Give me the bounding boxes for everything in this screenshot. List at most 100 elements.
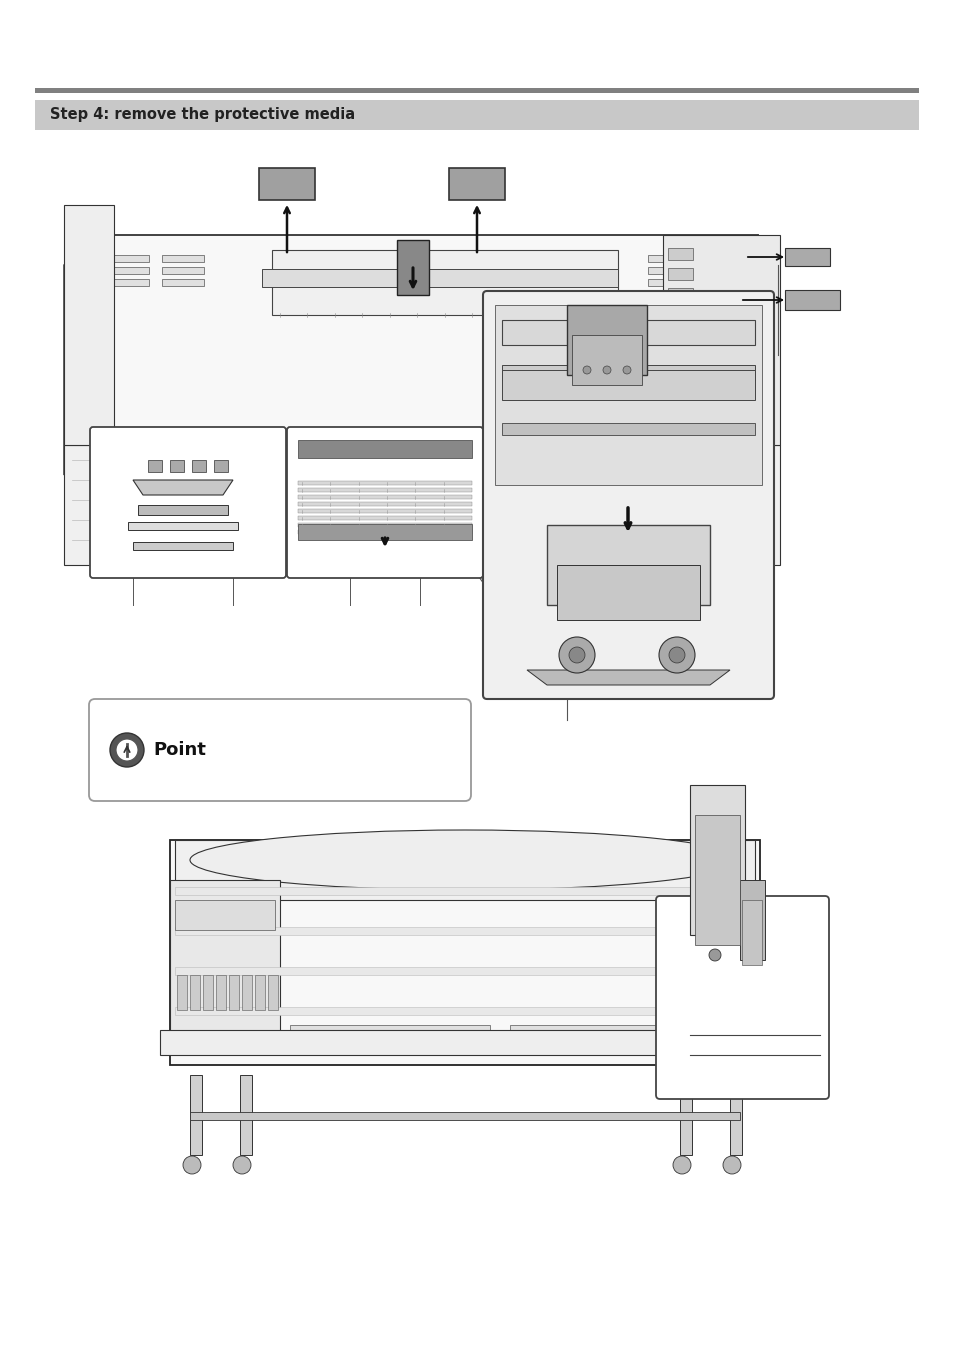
- Bar: [242, 975, 252, 1011]
- Bar: [297, 516, 472, 520]
- Bar: [162, 255, 204, 262]
- Bar: [240, 1075, 252, 1155]
- Bar: [107, 280, 149, 286]
- Bar: [449, 168, 504, 200]
- Bar: [557, 565, 700, 620]
- Bar: [662, 235, 780, 444]
- Circle shape: [672, 1156, 690, 1174]
- Bar: [501, 365, 754, 380]
- Bar: [128, 521, 237, 530]
- Bar: [572, 335, 641, 385]
- Bar: [203, 975, 213, 1011]
- Bar: [190, 975, 200, 1011]
- Bar: [229, 975, 239, 1011]
- Bar: [740, 880, 764, 961]
- Bar: [170, 880, 280, 1050]
- Bar: [174, 900, 274, 929]
- Bar: [192, 459, 206, 471]
- Bar: [510, 1025, 709, 1040]
- Text: Step 4: remove the protective media: Step 4: remove the protective media: [50, 108, 355, 123]
- Bar: [174, 927, 754, 935]
- Bar: [297, 494, 472, 499]
- Bar: [702, 280, 744, 286]
- Bar: [215, 975, 226, 1011]
- Bar: [138, 505, 228, 515]
- Bar: [501, 423, 754, 435]
- Circle shape: [659, 638, 695, 673]
- Bar: [64, 205, 113, 444]
- Bar: [297, 523, 472, 527]
- Bar: [741, 900, 761, 965]
- Bar: [297, 440, 472, 458]
- Bar: [689, 785, 744, 935]
- Polygon shape: [64, 235, 91, 476]
- Circle shape: [183, 1156, 201, 1174]
- Polygon shape: [526, 670, 729, 685]
- Bar: [160, 1029, 769, 1055]
- FancyBboxPatch shape: [89, 698, 471, 801]
- FancyBboxPatch shape: [287, 427, 482, 578]
- Circle shape: [116, 739, 138, 761]
- Circle shape: [602, 366, 610, 374]
- Bar: [170, 459, 184, 471]
- Bar: [297, 481, 472, 485]
- Bar: [213, 459, 228, 471]
- Bar: [162, 267, 204, 274]
- Bar: [667, 249, 692, 259]
- Bar: [702, 255, 744, 262]
- Polygon shape: [784, 290, 840, 309]
- Bar: [679, 1075, 691, 1155]
- Bar: [174, 1006, 754, 1015]
- Circle shape: [708, 948, 720, 961]
- Bar: [297, 524, 472, 540]
- Bar: [647, 255, 689, 262]
- Text: Point: Point: [152, 740, 206, 759]
- Bar: [174, 967, 754, 975]
- Bar: [262, 269, 618, 286]
- Circle shape: [233, 1156, 251, 1174]
- Bar: [177, 975, 187, 1011]
- Bar: [35, 88, 918, 93]
- Bar: [91, 235, 758, 444]
- Polygon shape: [784, 249, 829, 266]
- Circle shape: [668, 647, 684, 663]
- Bar: [695, 815, 740, 944]
- Bar: [258, 168, 314, 200]
- Bar: [174, 888, 754, 894]
- Bar: [268, 975, 277, 1011]
- Bar: [667, 267, 692, 280]
- FancyBboxPatch shape: [656, 896, 828, 1098]
- Bar: [396, 240, 429, 295]
- FancyBboxPatch shape: [482, 290, 773, 698]
- Bar: [64, 444, 780, 565]
- Bar: [297, 509, 472, 513]
- Circle shape: [722, 1156, 740, 1174]
- Bar: [501, 320, 754, 345]
- Circle shape: [110, 734, 144, 767]
- Bar: [107, 267, 149, 274]
- Bar: [290, 1025, 490, 1040]
- Bar: [254, 975, 265, 1011]
- Circle shape: [558, 638, 595, 673]
- Bar: [162, 280, 204, 286]
- Bar: [190, 1112, 740, 1120]
- Bar: [148, 459, 162, 471]
- Polygon shape: [132, 480, 233, 494]
- Bar: [170, 840, 760, 1065]
- Bar: [647, 267, 689, 274]
- Bar: [107, 255, 149, 262]
- Bar: [297, 503, 472, 507]
- Bar: [667, 288, 692, 300]
- Bar: [35, 100, 918, 130]
- Bar: [297, 488, 472, 492]
- Circle shape: [568, 647, 584, 663]
- Polygon shape: [758, 235, 780, 465]
- Bar: [174, 840, 754, 900]
- Bar: [132, 542, 233, 550]
- Bar: [272, 250, 618, 315]
- Circle shape: [622, 366, 630, 374]
- Bar: [702, 267, 744, 274]
- Bar: [495, 305, 761, 485]
- Bar: [546, 526, 709, 605]
- Bar: [566, 305, 646, 376]
